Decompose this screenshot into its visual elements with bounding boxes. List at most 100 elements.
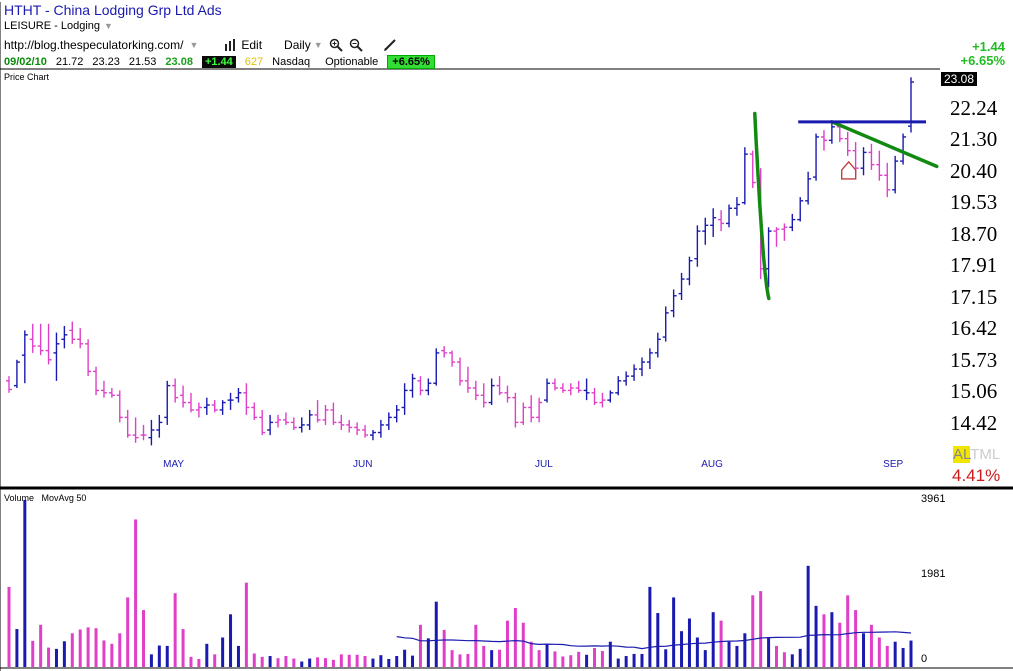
- volume-bar: [418, 624, 422, 667]
- price-bar: [781, 223, 788, 241]
- chevron-down-icon: ▼: [104, 21, 113, 31]
- quote-close: 23.08: [165, 55, 193, 68]
- period-dropdown[interactable]: Daily ▼: [284, 38, 323, 52]
- volume-bar: [331, 659, 335, 667]
- price-bar: [354, 422, 361, 436]
- volume-bar: [411, 655, 415, 667]
- price-bar: [488, 378, 495, 406]
- quote-high: 23.23: [92, 55, 120, 68]
- blog-url[interactable]: http://blog.thespeculatorking.com/: [4, 38, 184, 52]
- volume-bar: [616, 658, 620, 667]
- price-bar: [694, 225, 701, 267]
- volume-bar: [466, 653, 470, 667]
- volume-bar: [205, 643, 209, 667]
- rs-value: 4.41%: [952, 466, 1001, 485]
- sector-selector[interactable]: LEISURE - Lodging ▼: [4, 20, 113, 32]
- volume-bar: [379, 655, 383, 667]
- price-bar: [496, 376, 503, 396]
- price-bar: [298, 417, 305, 433]
- price-bar: [116, 390, 123, 423]
- price-bars: [6, 77, 914, 446]
- price-bar: [314, 400, 321, 423]
- price-bar: [187, 392, 194, 413]
- volume-bar: [450, 650, 454, 667]
- price-bar: [702, 217, 709, 245]
- price-chart-caption: Price Chart: [4, 72, 50, 82]
- price-bar: [93, 366, 100, 396]
- volume-bar: [687, 618, 691, 667]
- price-bar: [544, 378, 551, 403]
- rs-rest: TML: [970, 446, 1001, 463]
- price-bar: [211, 400, 218, 413]
- zoom-in-icon[interactable]: [329, 38, 343, 52]
- volume-bar: [529, 641, 533, 667]
- volume-bar: [537, 650, 541, 667]
- volume-bar: [569, 655, 573, 667]
- volume-bar: [561, 656, 565, 667]
- price-bar: [591, 388, 598, 406]
- price-bar: [195, 402, 202, 418]
- price-tick-label: 17.91: [950, 253, 998, 278]
- pencil-icon[interactable]: [383, 38, 397, 52]
- price-tick-label: 18.70: [950, 221, 998, 246]
- price-bar: [773, 227, 780, 247]
- volume-bar: [482, 645, 486, 667]
- volume-bar: [711, 612, 715, 667]
- volume-bar: [656, 613, 660, 667]
- volume-bar: [213, 654, 217, 667]
- price-bar: [718, 210, 725, 232]
- volume-bar: [426, 638, 430, 667]
- price-bar: [77, 328, 84, 349]
- volume-bar: [759, 591, 763, 667]
- handle-trendline: [830, 120, 939, 169]
- volume-bar: [165, 645, 169, 667]
- price-bar: [638, 357, 645, 377]
- price-bar: [140, 424, 147, 441]
- quote-line: 09/02/10 21.72 23.23 21.53 23.08 +1.44 6…: [4, 54, 435, 69]
- volume-bar: [814, 605, 818, 667]
- volume-bar: [743, 633, 747, 667]
- price-bar: [243, 383, 250, 415]
- volume-bar: [600, 650, 604, 667]
- price-bar: [789, 213, 796, 232]
- volume-bar: [86, 627, 90, 667]
- volume-bar: [846, 595, 850, 667]
- volume-bar: [110, 643, 114, 667]
- price-bar: [45, 323, 52, 365]
- volume-bar: [244, 582, 248, 667]
- price-tick-label: 14.42: [950, 410, 998, 435]
- rs-indicator: ALTML: [953, 446, 1000, 463]
- volume-bar: [118, 633, 122, 667]
- volume-bar: [284, 656, 288, 667]
- price-bar: [797, 197, 804, 222]
- volume-bar: [901, 648, 905, 667]
- volume-tick-zero: 0: [921, 653, 928, 665]
- volume-bar: [31, 640, 35, 667]
- price-bar: [520, 402, 527, 425]
- price-bar: [227, 392, 234, 410]
- price-bar: [172, 378, 179, 403]
- edit-button[interactable]: Edit: [224, 38, 262, 52]
- price-tick-label: 22.24: [950, 95, 998, 120]
- price-bar: [860, 147, 867, 176]
- price-bar: [251, 402, 258, 420]
- volume-bar: [15, 629, 19, 667]
- volume-bar: [782, 652, 786, 667]
- volume-bar: [585, 654, 589, 667]
- quote-volume: 627: [244, 55, 264, 68]
- quote-date: 09/02/10: [4, 55, 47, 68]
- price-bar: [670, 289, 677, 318]
- volume-bar: [632, 653, 636, 667]
- change-abs: +1.44: [972, 39, 1005, 54]
- price-bar: [330, 402, 337, 425]
- chevron-down-icon[interactable]: ▼: [189, 40, 199, 50]
- price-bar: [346, 419, 353, 433]
- volume-bar: [790, 654, 794, 667]
- zoom-out-icon[interactable]: [349, 38, 363, 52]
- volume-bar: [719, 620, 723, 667]
- volume-bar: [197, 658, 201, 667]
- price-bar: [235, 388, 242, 403]
- price-bar: [464, 366, 471, 393]
- volume-bar: [862, 633, 866, 667]
- volume-bar: [78, 629, 82, 667]
